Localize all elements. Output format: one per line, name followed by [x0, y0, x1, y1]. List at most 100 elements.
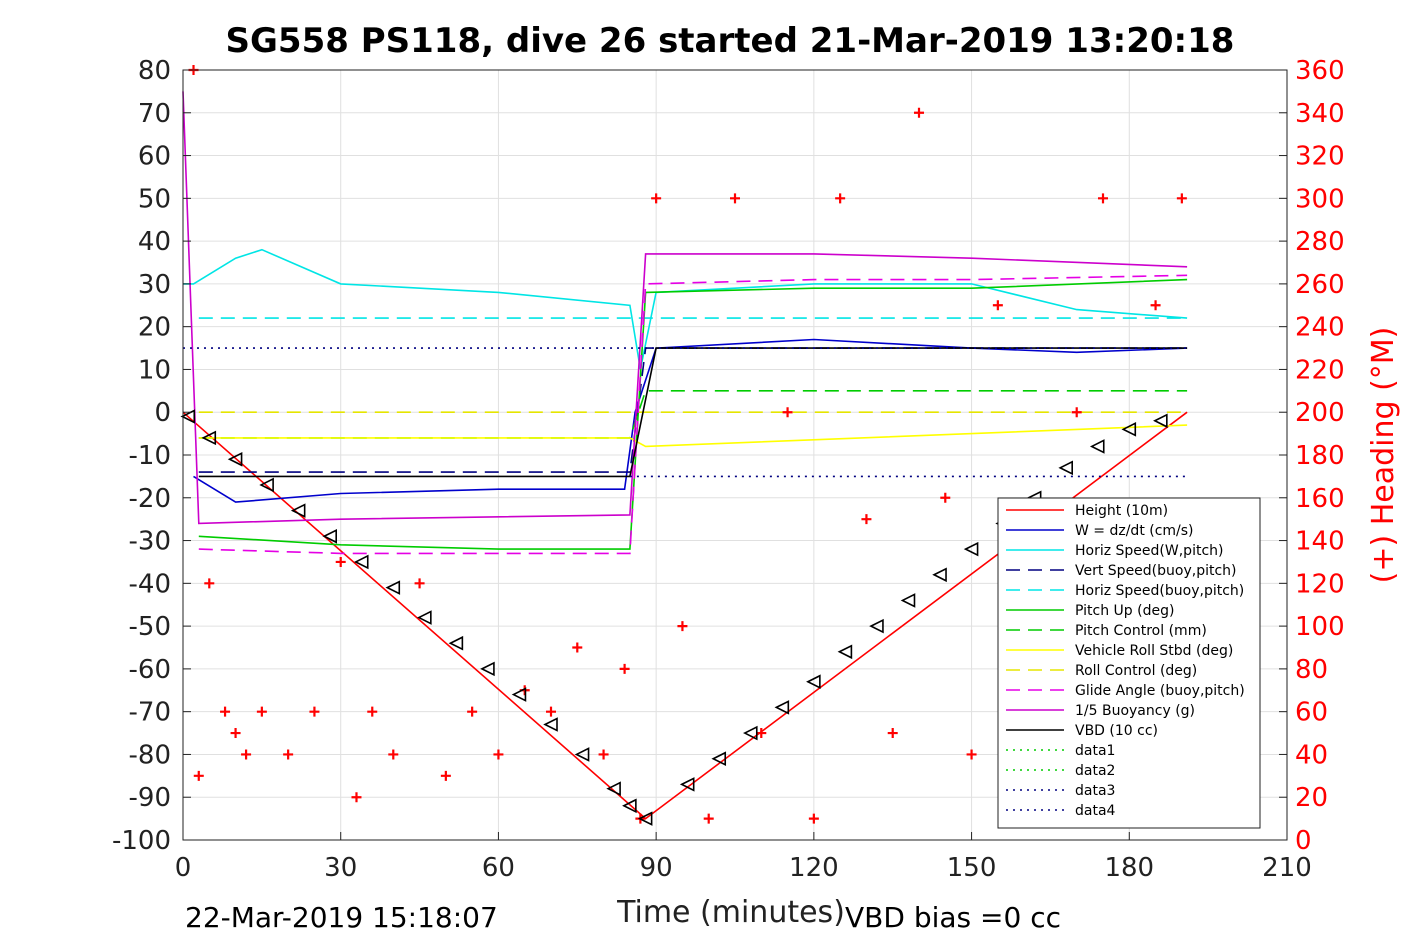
series-layer — [182, 91, 1188, 820]
y-right-tick-label: 320 — [1295, 142, 1345, 172]
heading-point — [619, 663, 630, 674]
y-right-tick-label: 0 — [1295, 826, 1312, 856]
y-tick-label: -10 — [129, 441, 171, 471]
heading-point — [572, 642, 583, 653]
height-triangle-marker — [180, 409, 196, 424]
heading-point — [414, 578, 425, 589]
y-right-tick-label: 300 — [1295, 184, 1345, 214]
height-triangle-marker — [837, 644, 853, 660]
y-right-tick-label: 20 — [1295, 783, 1328, 813]
series-line — [198, 389, 1188, 439]
y-right-tick-label: 180 — [1295, 441, 1345, 471]
y-right-tick-label: 340 — [1295, 99, 1345, 129]
series-line — [198, 278, 1188, 550]
heading-point — [335, 556, 346, 567]
y-tick-label: -90 — [129, 783, 171, 813]
heading-point — [309, 706, 320, 717]
heading-point — [914, 107, 924, 118]
y-axis-left: 80 70 60 50 40 30 20 10 0 -10 -20 -30 -40 -50 -60 -70 -8… — [112, 56, 191, 856]
y-tick-label: -40 — [129, 569, 171, 599]
heading-point — [677, 621, 688, 632]
legend-label: data4 — [1075, 803, 1116, 819]
height-triangle-marker — [711, 751, 727, 767]
y-right-tick-label: 40 — [1295, 740, 1328, 770]
series-line — [198, 347, 1188, 478]
height-triangle-marker — [290, 503, 306, 518]
heading-point — [193, 770, 204, 781]
heading-point — [730, 193, 740, 204]
heading-point — [493, 749, 504, 760]
height-triangle-marker — [1058, 460, 1073, 476]
heading-point — [808, 813, 819, 824]
legend-label: data3 — [1075, 783, 1115, 799]
legend-label: Horiz Speed(W,pitch) — [1075, 543, 1223, 559]
legend-box — [997, 497, 1261, 829]
y-tick-label: 80 — [138, 56, 171, 86]
legend-label: Vehicle Roll Stbd (deg) — [1075, 643, 1233, 659]
y-right-tick-label: 160 — [1295, 484, 1345, 514]
heading-point — [651, 193, 662, 204]
heading-point — [204, 578, 215, 589]
heading-point — [835, 193, 846, 204]
x-tick-label: 150 — [947, 853, 997, 883]
heading-point — [861, 514, 872, 525]
y-tick-label: 0 — [154, 398, 171, 428]
height-triangle-marker — [806, 674, 821, 690]
heading-point — [782, 407, 793, 418]
heading-point — [256, 706, 267, 717]
height-triangle-marker — [385, 580, 401, 595]
heading-point — [598, 749, 609, 760]
y-right-tick-label: 280 — [1295, 227, 1345, 257]
heading-point — [966, 749, 977, 760]
series-line — [183, 248, 1188, 370]
y-right-tick-label: 200 — [1295, 398, 1345, 428]
heading-point — [440, 770, 451, 781]
legend-label: VBD (10 cc) — [1075, 723, 1158, 739]
legend: Height (10m) W = dz/dt (cm/s) Horiz Speed(… — [997, 497, 1261, 829]
height-triangle-marker — [1089, 439, 1105, 454]
y-tick-label: -20 — [129, 484, 171, 514]
series-line — [182, 91, 1188, 525]
heading-point — [367, 706, 378, 717]
y-right-tick-label: 140 — [1295, 527, 1345, 557]
y-tick-label: -60 — [129, 655, 171, 685]
chart-title: SG558 PS118, dive 26 started 21-Mar-2019… — [226, 21, 1235, 61]
x-tick-label: 210 — [1262, 853, 1312, 883]
height-triangle-marker — [774, 700, 790, 715]
heading-point — [1176, 193, 1187, 204]
y-tick-label: 70 — [138, 99, 171, 129]
height-triangle-marker — [543, 717, 558, 732]
height-triangle-marker — [932, 567, 947, 583]
legend-label: Horiz Speed(buoy,pitch) — [1075, 583, 1244, 599]
x-tick-label: 0 — [175, 853, 192, 883]
y-tick-label: 20 — [138, 313, 171, 343]
legend-label: Vert Speed(buoy,pitch) — [1075, 563, 1237, 579]
x-tick-label: 90 — [640, 853, 673, 883]
y-tick-label: 10 — [138, 355, 171, 385]
height-triangle-marker — [1153, 413, 1168, 429]
height-triangle-marker — [511, 687, 527, 702]
height-triangle-marker — [963, 541, 979, 557]
height-triangle-marker — [227, 451, 243, 467]
series-line — [198, 274, 1188, 555]
legend-label: Pitch Up (deg) — [1075, 603, 1174, 619]
height-triangle-marker — [900, 593, 916, 608]
y-right-tick-label: 260 — [1295, 270, 1345, 300]
y-right-tick-label: 360 — [1295, 56, 1345, 86]
x-axis-label: Time (minutes) — [616, 895, 845, 930]
height-triangle-marker — [480, 661, 495, 677]
y-tick-label: -70 — [129, 698, 171, 728]
heading-point — [546, 706, 556, 717]
height-triangle-marker — [679, 777, 695, 792]
heading-point — [940, 492, 951, 503]
heading-point — [703, 813, 714, 824]
legend-label: Glide Angle (buoy,pitch) — [1075, 683, 1245, 699]
height-triangle-marker — [353, 554, 369, 570]
height-triangle-marker — [574, 747, 590, 762]
y-right-tick-label: 120 — [1295, 569, 1345, 599]
y-right-tick-label: 240 — [1295, 313, 1345, 343]
heading-point — [220, 706, 231, 717]
height-triangle-marker — [417, 610, 432, 625]
y-tick-label: 50 — [138, 184, 171, 214]
height-triangle-marker — [742, 725, 758, 741]
